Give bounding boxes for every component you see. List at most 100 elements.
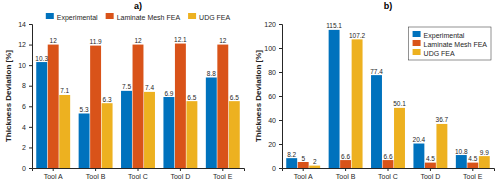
y-tick-label: 20	[268, 141, 276, 148]
y-tick-mark	[29, 127, 32, 128]
data-label: 8.8	[207, 70, 216, 77]
legend-box	[409, 27, 491, 60]
bar	[59, 95, 70, 168]
x-tick-mark	[180, 168, 181, 171]
y-tick: 10	[18, 62, 32, 69]
bar	[186, 101, 197, 168]
legend-label: Laminate Mesh FEA	[424, 41, 488, 48]
legend-item: Laminate Mesh FEA	[413, 40, 488, 48]
data-label: 7.1	[60, 87, 69, 94]
legend-swatch	[413, 40, 421, 46]
bar	[425, 163, 436, 168]
y-tick-label: 6	[22, 103, 26, 110]
bar	[479, 156, 490, 168]
y-tick-label: 0	[272, 165, 276, 172]
bar	[90, 46, 101, 168]
bar	[394, 108, 405, 168]
y-tick-label: 120	[264, 21, 276, 28]
bar	[206, 77, 217, 168]
bar	[383, 160, 394, 168]
legend-swatch	[46, 13, 54, 19]
data-label: 8.2	[287, 151, 296, 158]
y-axis-title: Thickness Deviation [%]	[254, 50, 263, 142]
bar	[217, 45, 228, 168]
x-tick-label: Tool D	[420, 173, 440, 180]
bar	[456, 155, 467, 168]
data-label: 9.9	[480, 149, 489, 156]
bar	[340, 160, 351, 168]
legend: ExperimentalLaminate Mesh FEAUDG FEA	[409, 27, 491, 60]
y-tick: 80	[268, 69, 282, 76]
y-tick: 100	[264, 45, 282, 52]
data-label: 7.4	[145, 84, 154, 91]
data-label: 6.6	[383, 153, 392, 160]
chart-title: b)	[384, 1, 393, 11]
y-tick-label: 80	[268, 69, 276, 76]
y-tick-label: 2	[22, 144, 26, 151]
plot-area: 8.2115.177.420.410.856.66.64.54.52107.25…	[264, 21, 494, 180]
x-tick-label: Tool D	[170, 173, 190, 180]
x-tick: Tool C	[128, 168, 148, 180]
bar	[121, 91, 132, 168]
plot-area: 10.35.37.56.98.81211.91212.1127.16.37.46…	[18, 21, 244, 180]
y-tick: 14	[18, 21, 32, 28]
bar	[175, 44, 186, 168]
legend-swatch	[413, 49, 421, 55]
y-axis: 020406080100120	[264, 21, 282, 172]
data-label: 6.3	[103, 96, 112, 103]
bar	[144, 92, 155, 168]
x-tick: Tool C	[378, 168, 398, 180]
y-tick-mark	[29, 24, 32, 25]
data-label: 6.5	[187, 94, 196, 101]
y-tick-mark	[29, 147, 32, 148]
y-tick-mark	[29, 45, 32, 46]
x-axis-line	[283, 169, 495, 172]
legend-swatch	[106, 13, 114, 19]
y-tick-label: 0	[22, 165, 26, 172]
x-tick: Tool B	[86, 168, 106, 180]
data-label: 50.1	[393, 100, 406, 107]
x-tick-label: Tool C	[378, 173, 398, 180]
bar	[286, 158, 297, 168]
y-tick-mark	[29, 168, 32, 169]
y-tick: 4	[22, 124, 32, 131]
legend-label: UDG FEA	[424, 50, 455, 57]
y-tick-label: 12	[18, 41, 26, 48]
y-tick-label: 10	[18, 62, 26, 69]
y-tick-label: 14	[18, 21, 26, 28]
y-tick: 20	[268, 141, 282, 148]
bar	[79, 113, 90, 168]
y-tick-mark	[279, 120, 282, 121]
chart-title: a)	[134, 1, 142, 11]
x-tick-label: Tool C	[128, 173, 148, 180]
x-tick: Tool D	[420, 168, 440, 180]
y-tick: 60	[268, 93, 282, 100]
legend-swatch	[188, 13, 196, 19]
y-tick-mark	[279, 96, 282, 97]
data-label: 2	[313, 158, 317, 165]
data-labels: 8.2115.177.420.410.856.66.64.54.52107.25…	[287, 22, 489, 165]
y-tick-label: 4	[22, 124, 26, 131]
y-tick-mark	[29, 65, 32, 66]
x-tick-label: Tool B	[86, 173, 106, 180]
bar	[467, 163, 478, 168]
data-label: 107.2	[349, 32, 366, 39]
bar	[309, 166, 320, 168]
legend-item: UDG FEA	[413, 49, 455, 57]
y-tick: 0	[272, 165, 282, 172]
data-label: 10.8	[455, 148, 468, 155]
x-tick-mark	[138, 168, 139, 171]
data-label: 12	[50, 37, 58, 44]
legend-label: UDG FEA	[199, 14, 230, 21]
data-label: 36.7	[436, 116, 449, 123]
y-axis-title: Thickness Deviation [%]	[4, 50, 13, 142]
y-tick: 12	[18, 41, 32, 48]
data-labels: 10.35.37.56.98.81211.91212.1127.16.37.46…	[35, 36, 239, 113]
x-tick: Tool A	[294, 168, 313, 180]
y-tick-mark	[279, 24, 282, 25]
x-axis: Tool ATool BTool CTool DTool E	[33, 168, 245, 180]
legend-label: Laminate Mesh FEA	[117, 14, 181, 21]
data-label: 20.4	[413, 136, 426, 143]
x-axis: Tool ATool BTool CTool DTool E	[283, 168, 495, 180]
legend: ExperimentalLaminate Mesh FEAUDG FEA	[46, 13, 231, 22]
